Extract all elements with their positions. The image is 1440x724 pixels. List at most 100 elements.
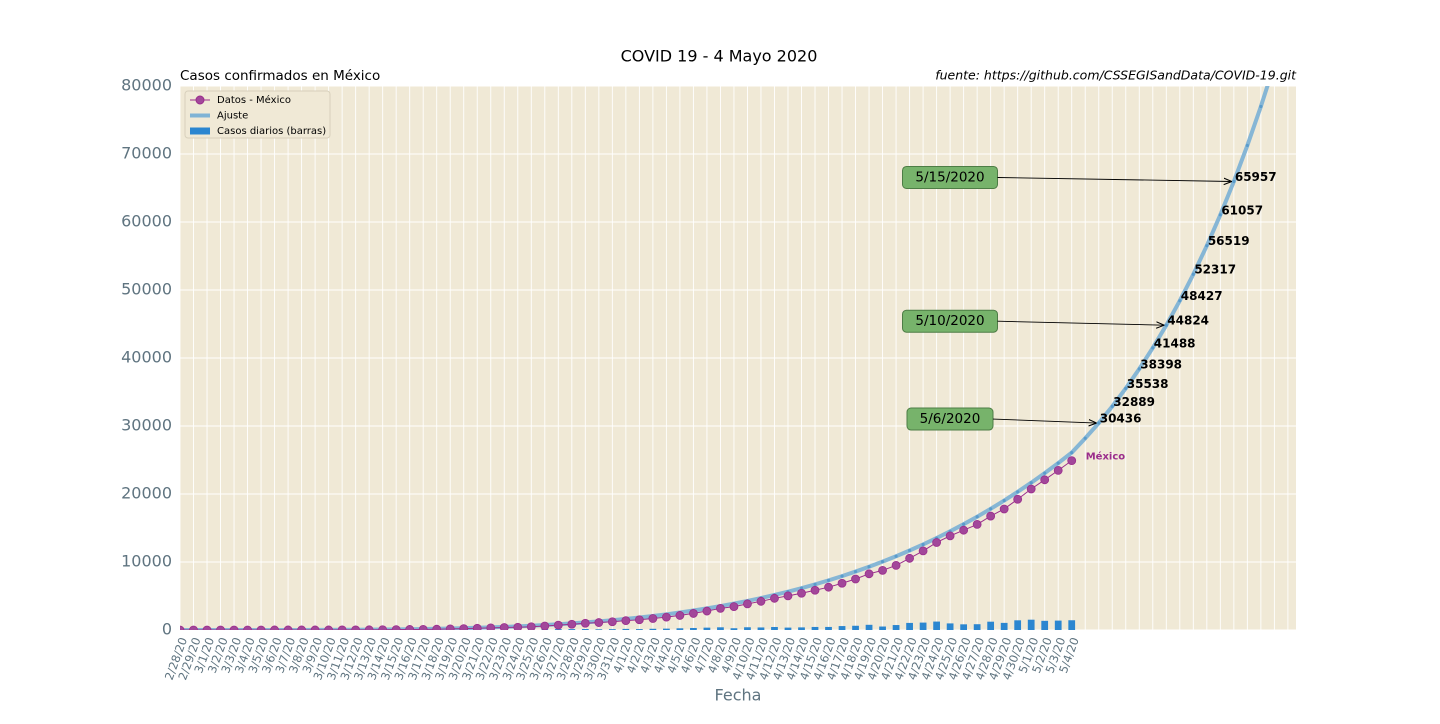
data-point — [311, 626, 319, 634]
annotation-text: 5/6/2020 — [920, 411, 981, 427]
legend-marker — [196, 96, 204, 104]
legend-label: Casos diarios (barras) — [217, 126, 326, 137]
fit-point — [1003, 499, 1006, 502]
bar — [690, 628, 697, 630]
data-point — [825, 583, 833, 591]
y-tick-label: 10000 — [121, 552, 172, 571]
bar — [987, 622, 994, 630]
value-label: 32889 — [1113, 395, 1155, 409]
bar — [731, 628, 738, 630]
y-tick-label: 50000 — [121, 280, 172, 299]
value-label: 38398 — [1140, 357, 1182, 371]
fit-point — [989, 507, 992, 510]
data-point — [406, 625, 414, 633]
data-point — [473, 624, 481, 632]
value-label: 35538 — [1127, 377, 1169, 391]
fit-point — [1057, 461, 1060, 464]
bar — [933, 622, 940, 630]
bar — [595, 629, 602, 630]
data-point — [757, 597, 765, 605]
fit-point — [867, 565, 870, 568]
y-tick-label: 60000 — [121, 212, 172, 231]
data-point — [879, 566, 887, 574]
data-point — [730, 603, 738, 611]
fit-point — [1084, 437, 1087, 440]
value-label: 41488 — [1154, 336, 1196, 350]
bar — [798, 627, 805, 630]
value-label: 65957 — [1235, 170, 1277, 184]
value-label: 61057 — [1221, 203, 1263, 217]
data-point — [446, 625, 454, 633]
fit-point — [813, 583, 816, 586]
data-point — [298, 626, 306, 634]
data-point — [892, 561, 900, 569]
y-tick-label: 70000 — [121, 144, 172, 163]
data-point — [960, 526, 968, 534]
data-point — [244, 626, 252, 634]
y-tick-label: 0 — [162, 620, 172, 639]
fit-point — [1043, 472, 1046, 475]
bar — [1068, 620, 1075, 630]
bar — [906, 623, 913, 630]
subtitle: Casos confirmados en México — [180, 68, 380, 84]
legend-swatch — [190, 128, 210, 135]
fit-point — [1030, 481, 1033, 484]
data-point — [1068, 457, 1076, 465]
fit-point — [1259, 105, 1262, 108]
bar — [1014, 620, 1021, 630]
data-point — [608, 618, 616, 626]
fit-point — [976, 515, 979, 518]
data-point — [662, 613, 670, 621]
fit-point — [854, 570, 857, 573]
data-point — [568, 620, 576, 628]
bar — [663, 629, 670, 630]
data-point — [352, 626, 360, 634]
annotation-text: 5/15/2020 — [915, 169, 984, 185]
bar — [920, 623, 927, 630]
bar — [879, 627, 886, 630]
data-point — [379, 626, 387, 634]
data-point — [838, 579, 846, 587]
data-point — [987, 512, 995, 520]
bar — [1041, 621, 1048, 630]
data-point — [1027, 485, 1035, 493]
bar — [893, 625, 900, 630]
value-label: 56519 — [1208, 234, 1250, 248]
data-point — [487, 624, 495, 632]
fit-point — [1016, 490, 1019, 493]
y-tick-label: 20000 — [121, 484, 172, 503]
data-point — [676, 611, 684, 619]
data-point — [784, 592, 792, 600]
bar — [974, 624, 981, 630]
fit-point — [1246, 144, 1249, 147]
data-point — [770, 594, 778, 602]
data-point — [1041, 476, 1049, 484]
bar — [1028, 620, 1035, 630]
fit-point — [962, 523, 965, 526]
bar — [1001, 623, 1008, 630]
data-point — [284, 626, 292, 634]
data-point — [716, 604, 724, 612]
data-point — [230, 626, 238, 634]
value-label: 44824 — [1167, 314, 1209, 328]
data-point — [257, 626, 265, 634]
annotation-text: 5/10/2020 — [915, 313, 984, 329]
bar — [677, 628, 684, 630]
bar — [744, 627, 751, 630]
data-point — [433, 625, 441, 633]
fit-point — [840, 574, 843, 577]
bar — [771, 627, 778, 630]
fit-point — [827, 579, 830, 582]
bar — [622, 629, 629, 630]
bar — [1055, 621, 1062, 630]
y-tick-label: 80000 — [121, 76, 172, 95]
data-point — [325, 626, 333, 634]
data-point — [635, 616, 643, 624]
bar — [852, 626, 859, 630]
bar — [947, 623, 954, 630]
fit-point — [894, 555, 897, 558]
fit-point — [1070, 451, 1073, 454]
data-point — [217, 626, 225, 634]
legend-label: Datos - México — [217, 94, 291, 106]
